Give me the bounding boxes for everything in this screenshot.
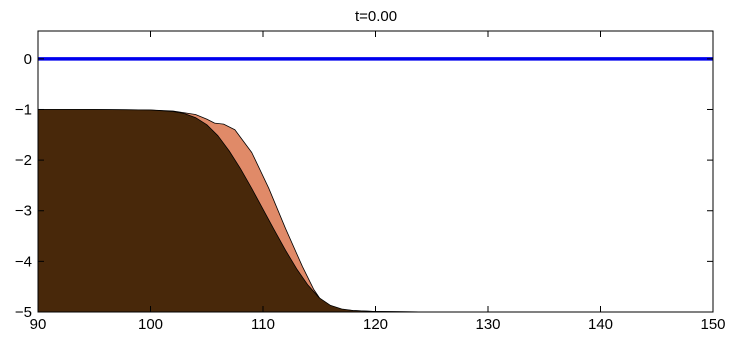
y-tick-label: 0 — [24, 51, 32, 68]
x-tick-label: 140 — [588, 316, 613, 333]
x-tick-label: 110 — [251, 316, 275, 333]
x-tick-label: 90 — [30, 316, 47, 333]
y-tick-label: −4 — [15, 253, 32, 270]
y-tick-label: −2 — [15, 152, 32, 169]
area-series-2 — [37, 109, 714, 313]
x-tick-label: 150 — [700, 316, 725, 333]
x-tick-label: 100 — [138, 316, 163, 333]
y-tick-label: −1 — [15, 101, 32, 118]
x-tick-label: 120 — [363, 316, 388, 333]
y-tick-label: −5 — [15, 304, 32, 321]
x-tick-label: 130 — [475, 316, 500, 333]
y-tick-label: −3 — [15, 203, 32, 220]
chart-title: t=0.00 — [355, 8, 397, 25]
plot-area — [37, 57, 714, 313]
x-axis: 90 100 110 120 130 140 150 — [30, 31, 726, 333]
y-axis: 0 −1 −2 −3 −4 −5 — [15, 51, 713, 321]
